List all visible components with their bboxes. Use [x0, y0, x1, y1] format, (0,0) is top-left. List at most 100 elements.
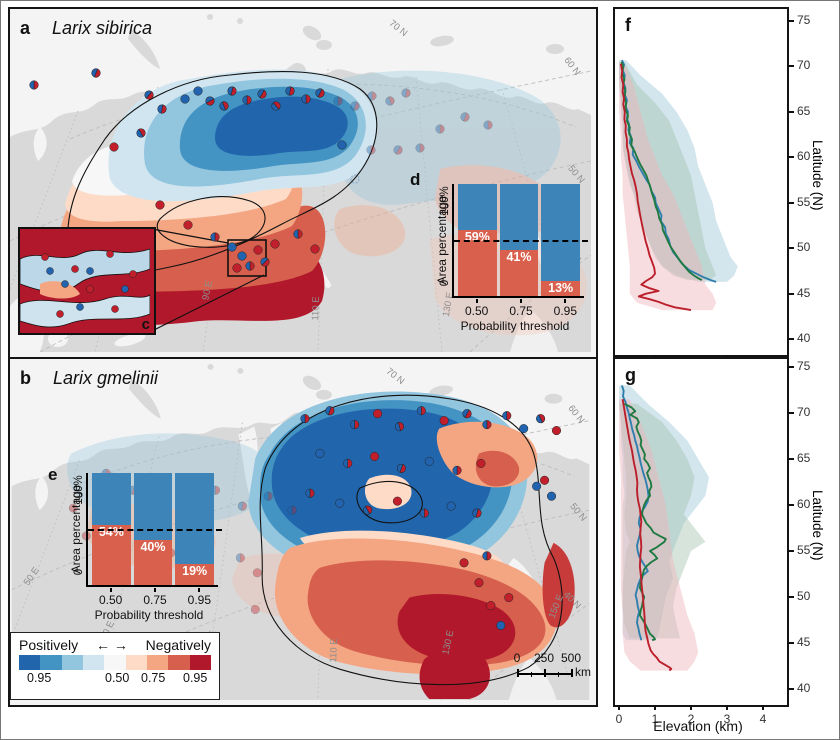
sample-site-marker: [350, 101, 360, 111]
sample-site-marker: [144, 90, 154, 100]
scale-bar-labels: 0 250 500: [514, 651, 595, 665]
elevation-tick: [726, 705, 728, 710]
inset-c-sites: [41, 250, 137, 318]
barchart-e-ytick-0: 0: [73, 568, 85, 576]
legend-tick-label: 0.75: [141, 671, 166, 685]
sample-site-marker: [519, 424, 529, 434]
probability-color-legend: Positively ← → Negatively 0.95 0.50 0.75 0.…: [10, 632, 220, 700]
stacked-bar: 41%: [499, 184, 539, 296]
sample-site-marker: [460, 112, 470, 122]
legend-ramp-swatch: [146, 655, 169, 670]
sample-site-marker: [482, 420, 492, 430]
sample-site-marker: [459, 558, 469, 568]
sample-site-marker: [536, 414, 546, 424]
sample-site-marker: [210, 232, 220, 242]
legend-ramp-swatch: [189, 655, 211, 670]
sample-site-marker: [416, 406, 426, 416]
barchart-xtick-label: 0.95: [545, 299, 586, 318]
sample-site-marker: [235, 553, 245, 563]
latitude-tick-label: 40: [797, 331, 811, 345]
barchart-d-x-axis-title: Probability threshold: [460, 319, 570, 333]
sample-site-marker: [242, 95, 252, 105]
sample-site-marker: [446, 501, 456, 511]
sample-site-marker: [270, 239, 280, 249]
scale-bar-tick: [557, 672, 560, 677]
barchart-e-xticks: 0.50 0.75 0.95: [86, 588, 224, 607]
bar-percentage-label: 19%: [182, 563, 208, 578]
elevation-profile-panel-g: g 75 70 65 60 55 50 45 40 0 1 2 3 4: [613, 357, 810, 726]
inset-c-svg: [19, 229, 151, 329]
range-b-core: [248, 391, 575, 700]
sample-site-marker: [439, 416, 449, 426]
sample-site-marker: [253, 245, 263, 255]
blue-series-band: [619, 60, 738, 282]
sample-site-marker: [394, 422, 404, 432]
sample-site-marker: [502, 411, 512, 421]
sample-site-marker: [257, 89, 267, 99]
bar-percentage-label: 54%: [98, 524, 124, 539]
sample-site-marker: [435, 124, 445, 134]
sample-sites-a: [29, 68, 493, 273]
bar-percentage-label: 41%: [506, 250, 532, 265]
sample-site-marker: [393, 145, 403, 155]
sample-site-marker: [305, 488, 315, 498]
sample-site-marker: [335, 498, 345, 508]
barchart-e: e Area percentage 100% 0 54% 40% 19% 0.50 0…: [48, 465, 228, 637]
elevation-tick: [762, 705, 764, 710]
elevation-tick-label: 1: [651, 712, 659, 726]
elevation-tick-label: 2: [687, 712, 695, 726]
sample-site-marker: [293, 229, 303, 239]
sample-site-marker: [310, 244, 320, 254]
stacked-bar: 19%: [175, 473, 215, 585]
sample-site-marker: [452, 465, 462, 475]
inset-map-c: c: [18, 227, 156, 335]
latitude-tick-label: 70: [797, 405, 811, 419]
sample-site-marker: [350, 420, 360, 430]
elevation-profile-panel-f: f 75 70 65 60 55 50 45 40: [613, 7, 810, 360]
map-scale-bar: 0 250 500 km: [514, 651, 595, 687]
sample-site-marker: [219, 101, 229, 111]
barchart-d-plot: 59% 41% 13%: [452, 184, 588, 298]
legend-negatively-label: Negatively: [145, 637, 211, 653]
green-series-line: [620, 61, 703, 281]
latitude-tick-label: 60: [797, 497, 811, 511]
blue-series-line: [620, 385, 650, 641]
legend-positively-label: Positively: [19, 637, 79, 653]
latitude-axis-title-g: Latitude (N): [810, 490, 825, 561]
legend-ramp-swatch: [104, 655, 126, 670]
scale-bar-tick: [530, 672, 533, 677]
latitude-tick-label: 45: [797, 286, 811, 300]
legend-tick-label: 0.95: [183, 671, 208, 685]
legend-ramp-swatch: [125, 655, 147, 670]
elevation-tick: [690, 705, 692, 710]
red-series-line: [619, 63, 692, 312]
sample-site-marker: [157, 104, 167, 114]
sample-site-marker: [462, 409, 472, 419]
sample-site-marker: [252, 568, 262, 578]
panel-label-f: f: [625, 15, 631, 35]
sample-site-marker: [68, 503, 78, 513]
latitude-tick-label: 70: [797, 58, 811, 72]
latitude-tick: [787, 65, 794, 67]
barchart-e-plot: 54% 40% 19%: [86, 473, 222, 587]
sample-site-marker: [271, 101, 281, 111]
sample-site-marker: [333, 96, 343, 106]
sample-site-marker: [227, 86, 237, 96]
scale-bar-tick: [571, 669, 573, 677]
sample-site-marker: [285, 86, 295, 96]
barchart-e-ytick-100: 100%: [73, 475, 85, 505]
panel-label-a: a: [20, 18, 31, 38]
sample-site-marker: [370, 451, 380, 461]
barchart-xtick-label: 0.50: [456, 299, 497, 318]
elevation-latitude-chart-f: [619, 59, 738, 312]
sample-site-marker: [301, 94, 311, 104]
latitude-tick: [787, 293, 794, 295]
latitude-tick: [787, 688, 794, 690]
sample-site-marker: [486, 601, 496, 611]
stacked-bar: 54%: [92, 473, 131, 585]
latitude-tick-label: 50: [797, 240, 811, 254]
latitude-tick: [787, 596, 794, 598]
